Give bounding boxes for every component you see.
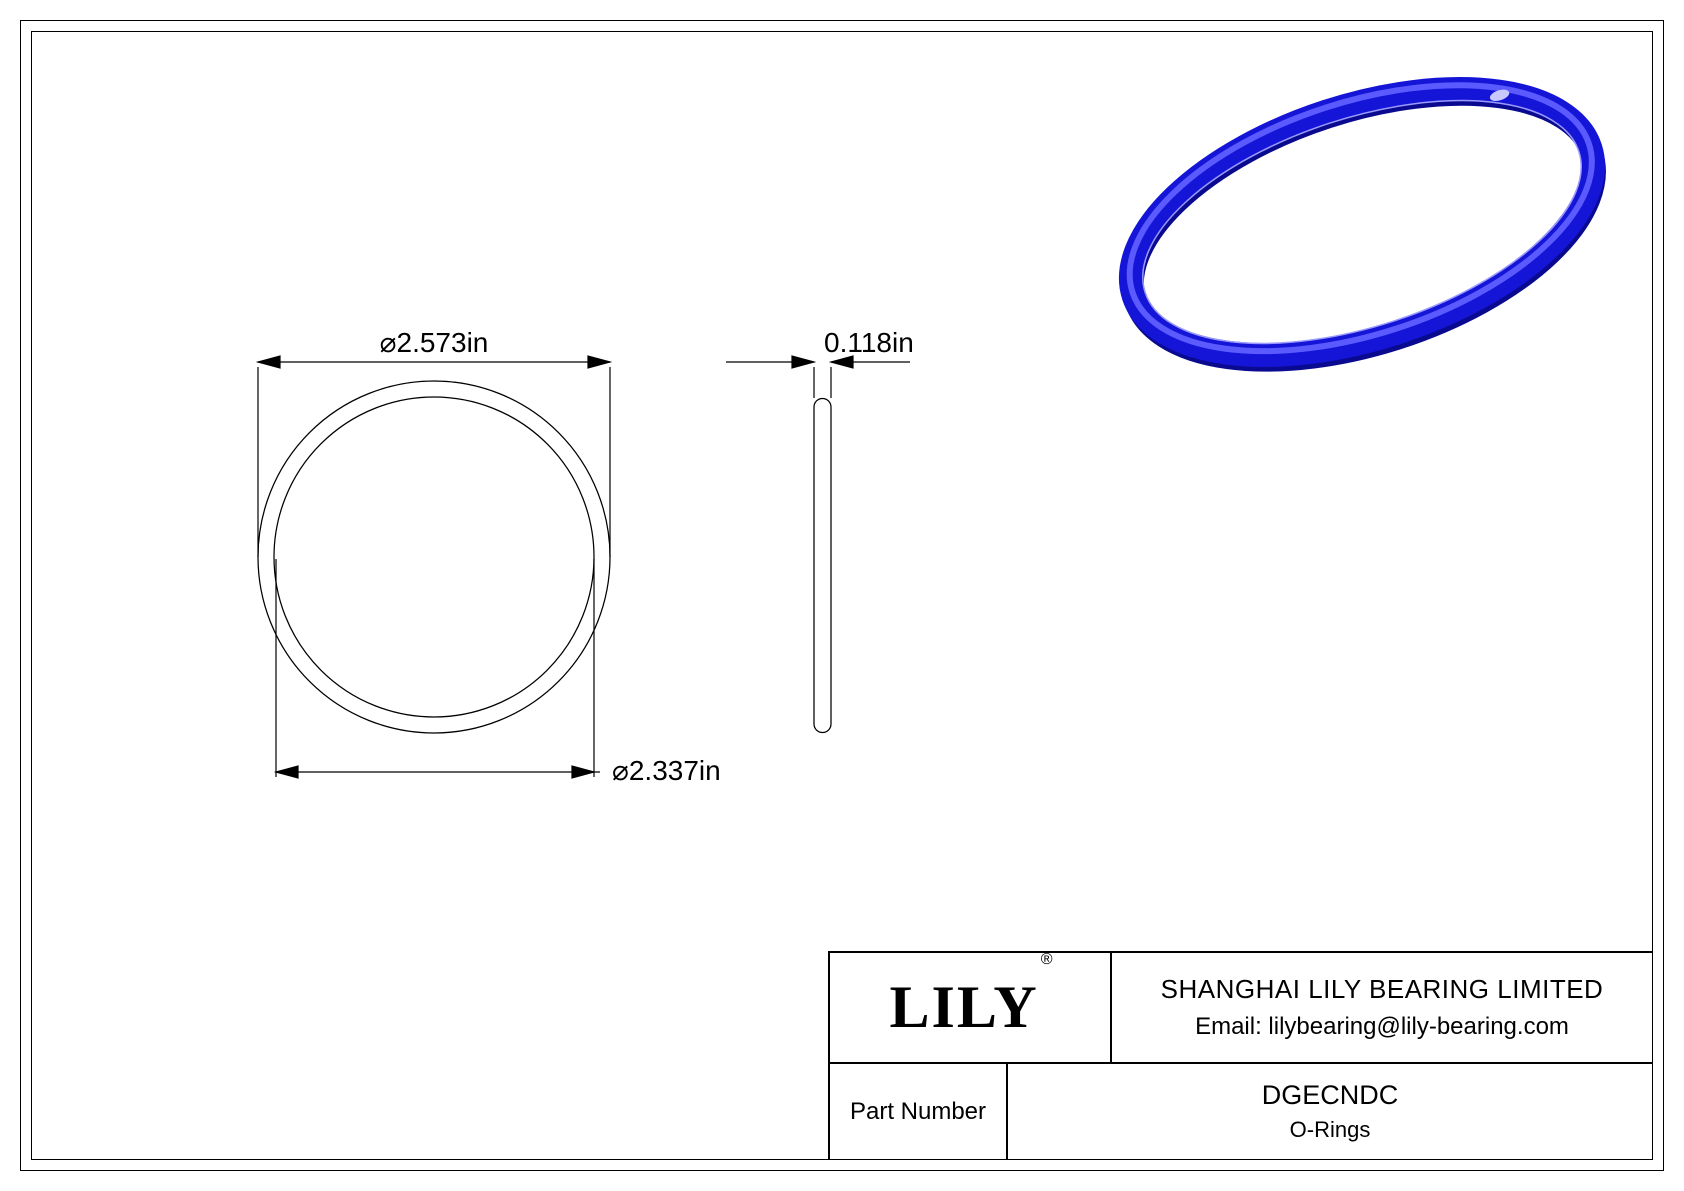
thickness-label: 0.118in [824,327,914,358]
iso-view-oring [1097,34,1628,412]
drawing-frame: ⌀2.573in ⌀2.337in [31,31,1653,1160]
company-email: Email: lilybearing@lily-bearing.com [1195,1013,1569,1041]
front-view-ring [258,381,610,733]
outer-dia-label: ⌀2.573in [380,327,489,358]
part-description: O-Rings [1290,1117,1371,1143]
part-info: DGECNDC O-Rings [1008,1064,1652,1159]
dim-thickness: 0.118in [726,327,914,398]
dim-inner-diameter: ⌀2.337in [276,559,721,786]
title-block: LILY® SHANGHAI LILY BEARING LIMITED Emai… [828,951,1652,1159]
side-view-capsule [814,399,831,733]
registered-mark: ® [1041,951,1053,968]
company-name: SHANGHAI LILY BEARING LIMITED [1161,974,1604,1005]
company-info: SHANGHAI LILY BEARING LIMITED Email: lil… [1112,953,1652,1062]
dim-outer-diameter: ⌀2.573in [258,327,610,557]
logo-text: LILY [889,974,1038,1040]
part-number: DGECNDC [1262,1080,1399,1111]
inner-dia-label: ⌀2.337in [612,755,721,786]
logo: LILY® [830,953,1112,1062]
part-number-label: Part Number [830,1064,1008,1159]
